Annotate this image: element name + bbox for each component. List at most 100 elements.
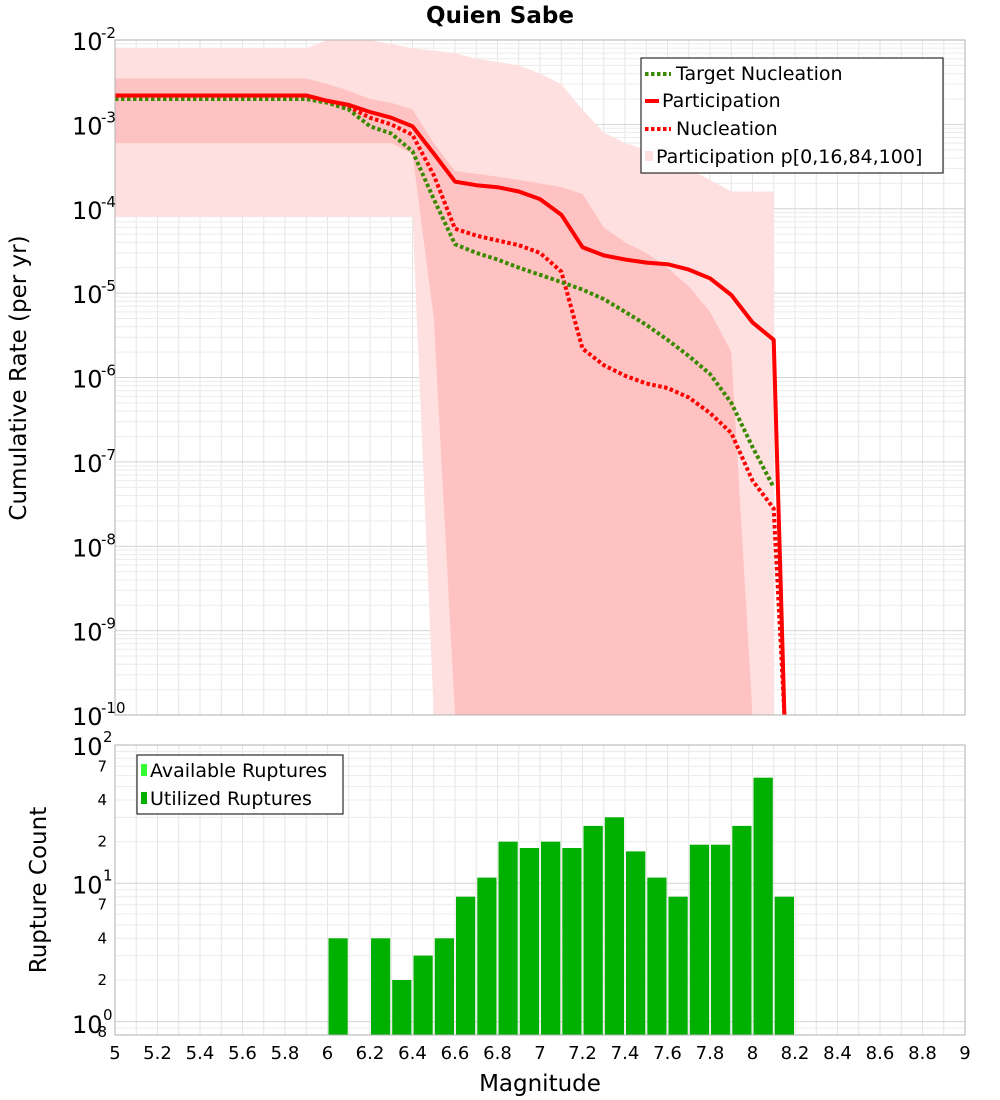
tick-base: 10 [72,871,103,899]
bar-utilized-ruptures [456,896,476,1035]
bottom-y-minor-tick-label: 7 [97,896,107,914]
bar-utilized-ruptures [477,877,497,1035]
top-y-tick-label: 10-5 [72,277,116,309]
legend-label: Nucleation [676,118,778,140]
line-target-nucleation [115,97,776,489]
tick-base: 10 [72,1011,103,1039]
tick-base: 10 [72,733,103,761]
bottom-y-minor-tick-label: 8 [97,1023,107,1041]
top-y-tick-label: 10-4 [72,193,116,225]
bar-utilized-ruptures [647,877,667,1035]
bar-utilized-ruptures [562,848,582,1035]
legend-label: Participation [662,90,781,112]
tick-exponent: 2 [103,728,113,746]
bar-utilized-ruptures [626,851,646,1035]
legend-label: Target Nucleation [675,63,843,85]
x-tick-label: 5 [109,1043,120,1064]
bar-utilized-ruptures [689,844,710,1035]
tick-base: 10 [72,28,103,56]
x-tick-label: 7.6 [653,1043,682,1064]
tick-exponent: -5 [101,277,116,295]
x-tick-label: 5.4 [186,1043,215,1064]
legend-entry: Utilized Ruptures [141,788,312,810]
legend-entry: Participation p[0,16,84,100] [645,146,922,168]
legend-label: Participation p[0,16,84,100] [656,146,922,168]
tick-exponent: -10 [101,699,126,717]
x-tick-label: 6.6 [441,1043,470,1064]
x-tick-label: 6.4 [398,1043,427,1064]
bar-utilized-ruptures [753,777,773,1035]
x-tick-label: 8.4 [823,1043,852,1064]
top-legend: Target Nucleation Participation Nucleation… [640,57,944,174]
bar-utilized-ruptures [774,896,794,1035]
x-tick-label: 8.8 [908,1043,937,1064]
bottom-y-tick-label: 10 2 [72,728,113,761]
tick-base: 10 [72,281,103,309]
x-tick-label: 8 [747,1043,758,1064]
tick-exponent: -2 [101,24,116,42]
bottom-y-minor-tick-label: 4 [97,929,107,947]
tick-base: 10 [72,703,103,731]
bar-utilized-ruptures [541,841,561,1035]
tick-base: 10 [72,366,103,394]
legend-entry: Target Nucleation [645,63,843,85]
legend-box [136,754,344,815]
legend-entry: Available Ruptures [141,760,327,782]
top-y-tick-label: 10-3 [72,108,116,140]
band-p16-p84 [115,78,774,715]
top-plot-frame [114,39,966,716]
x-tick-label: 5.6 [228,1043,257,1064]
bar-utilized-ruptures [668,896,688,1035]
bar-utilized-ruptures [732,825,752,1035]
top-y-tick-label: 10-9 [72,615,116,647]
bottom-legend: Available Ruptures Utilized Ruptures [136,754,344,815]
bottom-y-tick-label: 10 0 [72,1006,113,1039]
top-y-tick-label: 10-2 [72,24,116,56]
bottom-y-tick-label: 10 1 [72,866,113,899]
tick-base: 10 [72,197,103,225]
bar-utilized-ruptures [583,825,603,1035]
legend-swatch [141,764,147,776]
bar-utilized-ruptures [328,938,348,1035]
x-tick-label: 6.2 [356,1043,385,1064]
bottom-y-minor-tick-label: 2 [97,833,107,851]
bottom-y-minor-tick-label: 2 [97,971,107,989]
legend-entry: Participation [645,90,781,112]
tick-exponent: -6 [101,362,116,380]
bottom-y-minor-tick-label: 4 [97,791,107,809]
tick-exponent: -4 [101,193,116,211]
bar-utilized-ruptures [434,938,454,1035]
legend-swatch [645,151,653,161]
x-tick-label: 7.8 [696,1043,725,1064]
tick-exponent: 1 [103,866,113,884]
bar-utilized-ruptures [519,848,540,1035]
tick-base: 10 [72,534,103,562]
tick-exponent: -3 [101,108,116,126]
bar-utilized-ruptures [413,955,433,1035]
legend-entry: Nucleation [645,118,778,140]
top-y-tick-label: 10-8 [72,530,116,562]
x-tick-label: 7.4 [611,1043,640,1064]
x-tick-label: 8.2 [781,1043,810,1064]
tick-exponent: 0 [103,1006,113,1024]
x-tick-label: 5.8 [271,1043,300,1064]
tick-exponent: -9 [101,615,116,633]
legend-label: Utilized Ruptures [150,788,312,810]
top-y-tick-label: 10-7 [72,446,116,478]
top-y-tick-label: 10-10 [72,699,126,731]
chart-title: Quien Sabe [426,3,574,29]
bar-utilized-ruptures [604,817,624,1035]
x-tick-label: 7.2 [568,1043,597,1064]
tick-base: 10 [72,450,103,478]
bottom-plot-frame [114,744,966,1036]
tick-exponent: -7 [101,446,116,464]
bar-utilized-ruptures [498,841,518,1035]
x-tick-label: 6.8 [483,1043,512,1064]
bottom-y-minor-tick-label: 7 [97,757,107,775]
x-tick-label: 6 [322,1043,333,1064]
top-y-axis-label: Cumulative Rate (per yr) [6,235,32,520]
bottom-y-axis-label: Rupture Count [26,807,52,973]
bar-utilized-ruptures [711,844,731,1035]
